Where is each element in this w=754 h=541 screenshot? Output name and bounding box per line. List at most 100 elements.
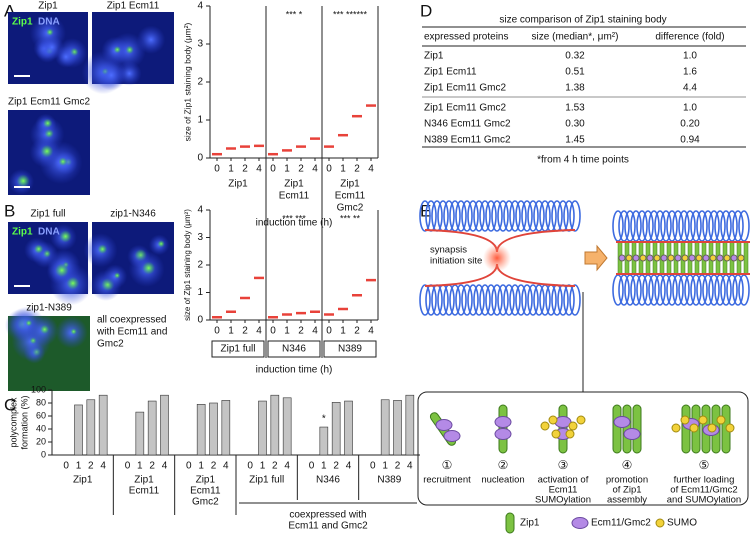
panel-label: D [420, 1, 432, 20]
table-cell: 1.38 [565, 83, 585, 94]
table-footnote: *from 4 h time points [537, 155, 629, 166]
ecm11-gmc2 [435, 419, 453, 431]
table-cell: 0.32 [565, 51, 585, 62]
image-label: Zip1 [38, 1, 58, 12]
stain-label: Zip1 [12, 17, 33, 28]
chromatin-loop [527, 284, 539, 316]
chromatin-loop [545, 284, 557, 316]
sumo [551, 429, 561, 439]
zip1-signal [58, 157, 68, 166]
chromatin-loop [557, 200, 569, 232]
sumo [625, 254, 633, 262]
y-axis-label: size of Zip1 staining body (μm²) [183, 209, 192, 321]
image-label: Zip1 Ecm11 Gmc2 [8, 97, 90, 108]
chromatin-loop [455, 200, 467, 232]
step-label: further loading [674, 475, 735, 486]
sumo [716, 415, 726, 425]
x-tick-label: 0 [186, 461, 192, 472]
x-tick-label: 2 [272, 461, 278, 472]
zip1-rung [743, 241, 749, 275]
group-label: Zip1 [196, 475, 216, 486]
group-box [211, 340, 265, 358]
chromatin-loop [726, 210, 738, 242]
micrographs [4, 12, 174, 391]
sumo [695, 254, 703, 262]
group-box [323, 340, 377, 358]
step-label: assembly [607, 495, 647, 506]
chromatin-loop [527, 200, 539, 232]
chromatin-loop [684, 274, 696, 306]
step-label: nucleation [481, 475, 524, 486]
ecm11-gmc2 [443, 430, 461, 442]
significance: *** *** [282, 213, 306, 223]
y-axis-label: formation (%) [19, 395, 29, 449]
ecm11 [688, 254, 696, 262]
x-tick-label: 0 [326, 164, 332, 175]
chromatin-loop [449, 284, 461, 316]
sumo [725, 423, 735, 433]
chromatin-loop [624, 274, 636, 306]
chromatin-loop [569, 284, 581, 316]
ecm11 [674, 254, 682, 262]
x-tick-label: 0 [214, 326, 220, 337]
chromatin-loop [684, 210, 696, 242]
chromatin-loop [672, 274, 684, 306]
group-label: Zip1 [340, 179, 360, 190]
chromatin-loop [437, 200, 449, 232]
x-tick-label: 0 [270, 164, 276, 175]
y-tick-label: 80 [36, 397, 46, 407]
step-number: ⑤ [699, 458, 710, 472]
zip1-signal [70, 328, 77, 335]
chromatin-loop [479, 284, 491, 316]
zip1-signal [113, 46, 121, 54]
chromatin-loop [708, 210, 720, 242]
site-label: initiation site [430, 256, 482, 267]
chromatin-loop [443, 200, 455, 232]
chromatin-loop [491, 200, 503, 232]
group-label: Ecm11 [190, 486, 221, 497]
zip1-signal [40, 144, 54, 158]
sumo [707, 423, 717, 433]
chromatin-loop [563, 200, 575, 232]
image-label: zip1-N346 [110, 209, 156, 220]
table-cell: N389 Ecm11 Gmc2 [424, 135, 511, 146]
bracket-label: coexpressed with [289, 510, 366, 521]
x-tick-label: 2 [395, 461, 401, 472]
x-tick-label: 4 [284, 461, 290, 472]
x-tick-label: 4 [312, 326, 318, 337]
table-cell: N346 Ecm11 Gmc2 [424, 119, 511, 130]
chromatin-loop [515, 200, 527, 232]
chromatin-loop [636, 210, 648, 242]
chromatin-loop [539, 284, 551, 316]
chromatin-loop [612, 274, 624, 306]
bar [160, 394, 169, 456]
group-label: N389 [377, 475, 401, 486]
ecm11 [660, 254, 668, 262]
step-label: and SUMOylation [667, 495, 741, 506]
y-tick-label: 40 [36, 423, 46, 433]
group-label: Zip1 [134, 475, 154, 486]
initiation-site [483, 244, 511, 272]
x-tick-label: 1 [228, 326, 234, 337]
bar [196, 403, 206, 456]
step-number: ③ [558, 458, 569, 472]
table-cell: Zip1 [424, 51, 444, 62]
chromatin-loop [419, 284, 431, 316]
group-label: Zip1 [228, 179, 248, 190]
panel-label: B [4, 201, 15, 220]
sumo [709, 254, 717, 262]
ecm11-gmc2 [623, 428, 641, 440]
x-tick-label: 1 [198, 461, 204, 472]
ecm11 [618, 254, 626, 262]
chromatin-loop [473, 200, 485, 232]
chromatin-loop [678, 210, 690, 242]
x-tick-label: 1 [137, 461, 143, 472]
chromatin-loop [509, 284, 521, 316]
chromatin-loop [636, 274, 648, 306]
y-tick-label: 1 [197, 115, 203, 126]
zip1-signal [16, 174, 30, 188]
y-tick-label: 0 [197, 153, 203, 164]
group-label: N346 [316, 475, 340, 486]
y-tick-label: 2 [197, 77, 203, 88]
